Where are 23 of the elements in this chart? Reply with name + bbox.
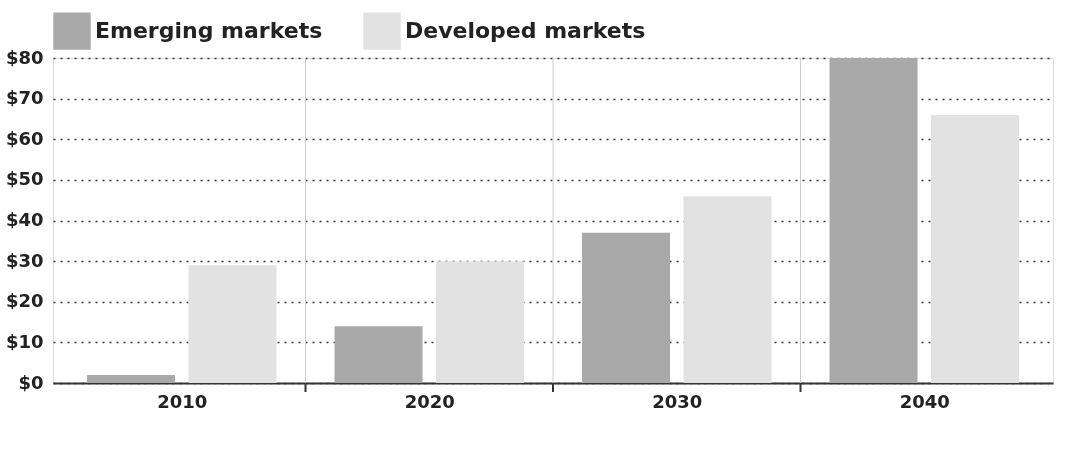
bar: [582, 232, 671, 383]
bar: [188, 265, 277, 383]
y-tick-label: $30: [5, 249, 44, 271]
y-tick-label: $20: [5, 290, 44, 312]
y-tick-label: $40: [5, 209, 44, 230]
bar: [683, 196, 772, 383]
x-tick-label: 2020: [404, 390, 455, 412]
legend-label: Emerging markets: [95, 18, 323, 44]
x-tick-label: 2030: [652, 390, 703, 412]
y-tick-label: $70: [5, 87, 44, 109]
y-tick-label: $80: [5, 46, 44, 68]
y-tick-label: $10: [5, 330, 44, 352]
legend-label: Developed markets: [405, 18, 646, 44]
bar: [334, 326, 423, 383]
bar: [87, 374, 176, 383]
y-tick-label: $0: [18, 371, 44, 393]
bar: [435, 261, 524, 383]
x-tick-label: 2040: [899, 390, 950, 412]
bar: [930, 114, 1019, 383]
bar: [829, 58, 918, 383]
y-tick-label: $60: [5, 127, 44, 149]
y-tick-label: $50: [5, 168, 44, 190]
x-tick-label: 2010: [157, 390, 208, 412]
